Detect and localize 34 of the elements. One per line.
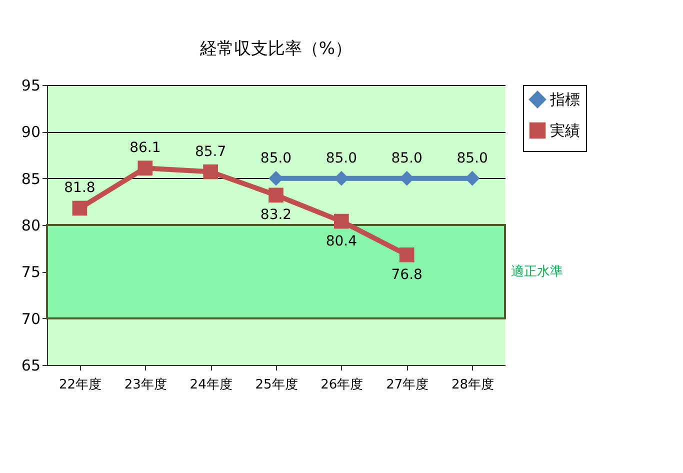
point <box>138 160 153 176</box>
data-label: 76.8 <box>391 266 422 283</box>
x-tick-label: 24年度 <box>190 376 232 392</box>
point <box>72 200 88 216</box>
data-label: 85.0 <box>391 150 422 166</box>
point <box>334 214 349 229</box>
x-tick-label: 25年度 <box>255 376 298 392</box>
data-label: 85.0 <box>456 150 488 166</box>
data-label: 86.1 <box>130 140 161 156</box>
point <box>399 247 414 262</box>
chart-title: 経常収支比率（%） <box>198 39 352 59</box>
data-label: 83.2 <box>260 207 292 224</box>
data-label: 85.7 <box>194 144 226 160</box>
x-tick-label: 27年度 <box>386 376 429 392</box>
point <box>203 164 218 180</box>
legend-label: 指標 <box>549 90 580 108</box>
y-tick-label: 75 <box>21 263 40 282</box>
y-tick-label: 80 <box>21 216 40 234</box>
x-tick-label: 28年度 <box>452 376 494 392</box>
y-tick-label: 95 <box>21 76 40 94</box>
data-label: 85.0 <box>326 150 358 166</box>
y-tick-label: 85 <box>21 170 40 188</box>
y-tick-label: 70 <box>21 310 40 328</box>
data-label: 80.4 <box>326 233 358 250</box>
point <box>268 188 284 203</box>
x-tick-label: 22年度 <box>58 376 102 392</box>
legend-label: 実績 <box>550 122 580 140</box>
band-label: 適正水準 <box>511 264 563 280</box>
x-tick-label: 26年度 <box>320 376 364 392</box>
data-label: 81.8 <box>64 180 96 196</box>
y-tick-label: 65 <box>21 356 40 374</box>
y-tick-label: 90 <box>21 123 40 142</box>
data-label: 85.0 <box>260 150 292 166</box>
x-tick-label: 23年度 <box>124 376 167 392</box>
